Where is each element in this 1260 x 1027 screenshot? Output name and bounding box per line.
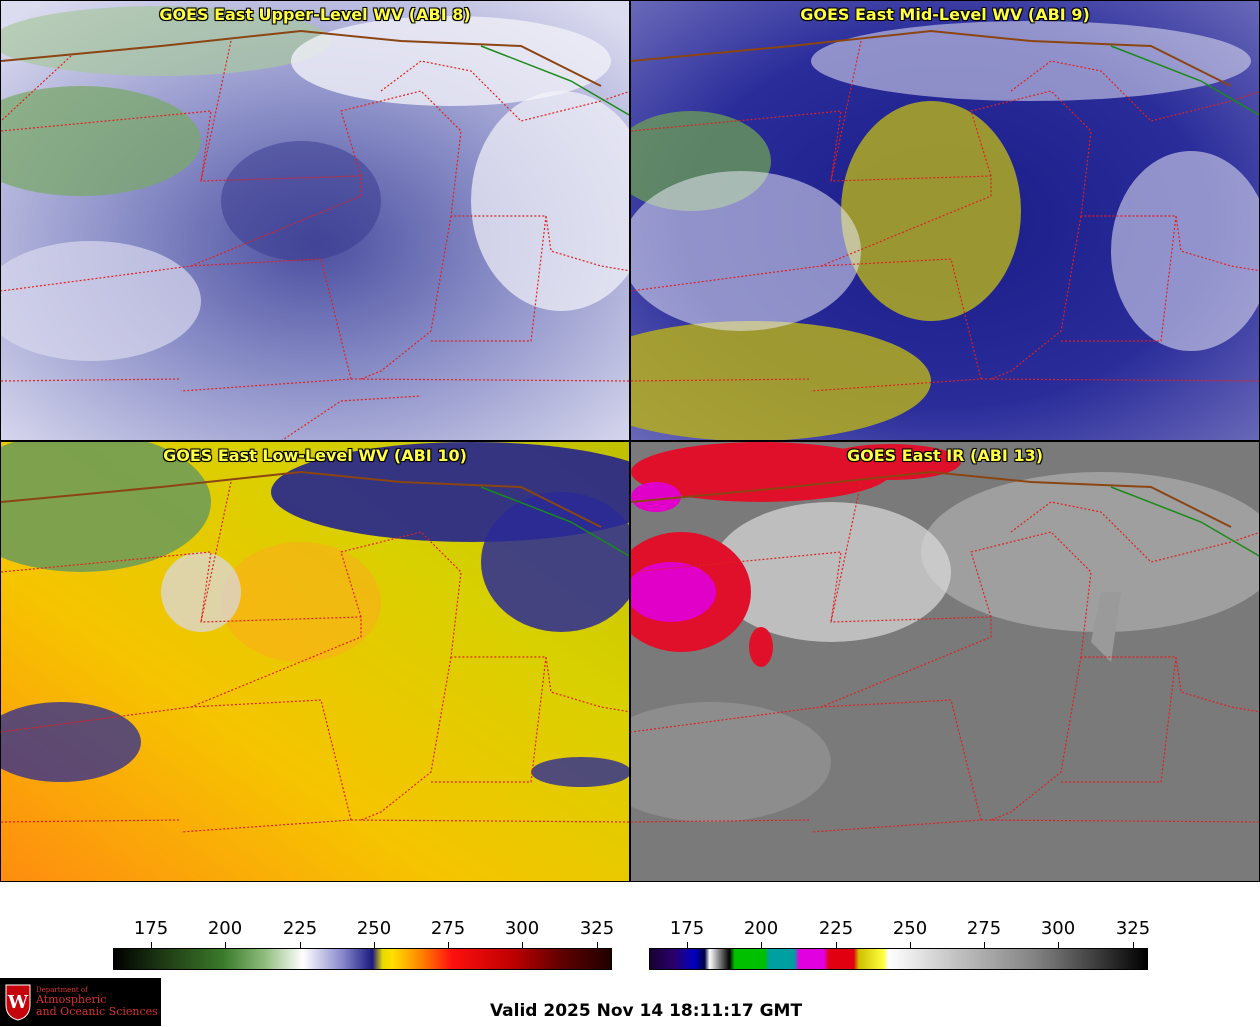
- wv-tick-label: 250: [356, 918, 392, 939]
- aos-logo: W Department of Atmospheric and Oceanic …: [0, 978, 161, 1026]
- logo-dept-line: Department of: [36, 985, 88, 994]
- ir-panel: GOES East IR (ABI 13): [630, 441, 1260, 882]
- wv-tick-label: 225: [282, 918, 318, 939]
- ir-tick-mark: [910, 942, 911, 948]
- ir-tick-mark: [1058, 942, 1059, 948]
- low-level-wv-panel: GOES East Low-Level WV (ABI 10): [0, 441, 630, 882]
- wv-tick-label: 200: [207, 918, 243, 939]
- panel-title-upper: GOES East Upper-Level WV (ABI 8): [159, 5, 471, 24]
- wv-tick-mark: [225, 942, 226, 948]
- valid-time-label: Valid 2025 Nov 14 18:11:17 GMT: [489, 1001, 803, 1021]
- mid-level-wv-panel: GOES East Mid-Level WV (ABI 9): [630, 0, 1260, 441]
- wv-tick-mark: [522, 942, 523, 948]
- panel-title-low: GOES East Low-Level WV (ABI 10): [163, 446, 467, 465]
- wv-colorbar: 175 200 225 250 275 300 325: [113, 918, 615, 974]
- ir-tick-mark: [1133, 942, 1134, 948]
- wv-tick-label: 175: [133, 918, 169, 939]
- ir-tick-mark: [836, 942, 837, 948]
- ir-color-scale: [649, 948, 1148, 970]
- ir-tick-label: 225: [818, 918, 854, 939]
- ir-tick-label: 300: [1040, 918, 1076, 939]
- aos-logo-text: Department of Atmospheric and Oceanic Sc…: [36, 985, 158, 1018]
- panel-title-mid: GOES East Mid-Level WV (ABI 9): [800, 5, 1090, 24]
- mid-level-wv-image: [631, 1, 1259, 440]
- ir-tick-label: 200: [743, 918, 779, 939]
- upper-level-wv-image: [1, 1, 629, 440]
- svg-text:W: W: [7, 992, 29, 1013]
- low-level-wv-image: [1, 442, 629, 881]
- ir-tick-label: 250: [892, 918, 928, 939]
- wv-tick-mark: [374, 942, 375, 948]
- wv-tick-mark: [448, 942, 449, 948]
- wv-tick-label: 275: [430, 918, 466, 939]
- wv-tick-label: 325: [579, 918, 615, 939]
- upper-level-wv-panel: GOES East Upper-Level WV (ABI 8): [0, 0, 630, 441]
- ir-tick-label: 325: [1115, 918, 1151, 939]
- ir-tick-mark: [984, 942, 985, 948]
- panel-title-ir: GOES East IR (ABI 13): [846, 446, 1044, 465]
- wv-tick-mark: [300, 942, 301, 948]
- wv-tick-mark: [151, 942, 152, 948]
- ir-image: [631, 442, 1259, 881]
- ir-tick-mark: [687, 942, 688, 948]
- ir-tick-label: 275: [966, 918, 1002, 939]
- uw-crest-icon: W: [5, 984, 31, 1021]
- ir-tick-label: 175: [669, 918, 705, 939]
- wv-tick-mark: [597, 942, 598, 948]
- logo-name-line1: Atmospheric: [36, 993, 107, 1007]
- wv-color-scale: [113, 948, 612, 970]
- ir-colorbar: 175 200 225 250 275 300 325: [649, 918, 1151, 974]
- ir-tick-mark: [761, 942, 762, 948]
- logo-name-line2: and Oceanic Sciences: [36, 1004, 158, 1018]
- wv-tick-label: 300: [504, 918, 540, 939]
